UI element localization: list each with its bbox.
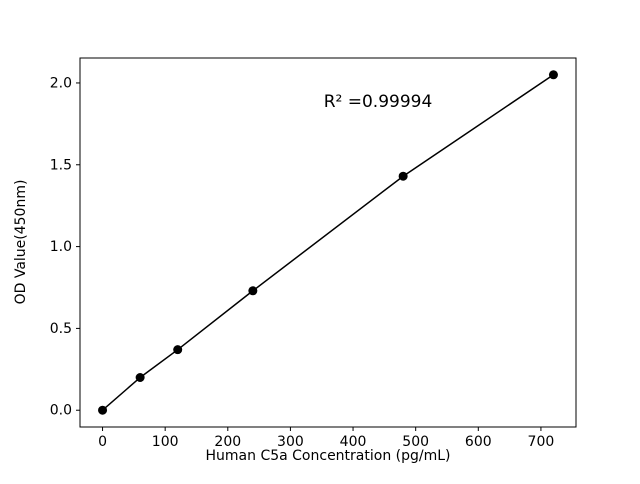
x-tick-label: 100 bbox=[152, 434, 179, 450]
x-tick-label: 200 bbox=[214, 434, 241, 450]
x-tick-label: 400 bbox=[340, 434, 367, 450]
data-point bbox=[135, 373, 145, 382]
trend-line bbox=[102, 74, 554, 411]
y-tick-label: 1.5 bbox=[50, 157, 72, 173]
y-tick-label: 1.0 bbox=[50, 239, 72, 255]
x-tick-label: 700 bbox=[528, 434, 555, 450]
y-tick-label: 2.0 bbox=[50, 75, 72, 91]
data-point bbox=[248, 286, 258, 296]
y-axis-label: OD Value(450nm) bbox=[13, 180, 29, 305]
x-tick-label: 600 bbox=[465, 434, 492, 450]
y-tick-label: 0.0 bbox=[50, 403, 72, 419]
data-point bbox=[548, 70, 558, 80]
y-tick-label: 0.5 bbox=[50, 321, 72, 337]
x-tick-label: 500 bbox=[402, 434, 429, 450]
x-axis-label: Human C5a Concentration (pg/mL) bbox=[206, 448, 451, 464]
data-point bbox=[98, 405, 108, 415]
plot-border bbox=[79, 57, 577, 428]
r-squared-annotation: R² =0.99994 bbox=[324, 92, 433, 112]
x-tick-label: 300 bbox=[277, 434, 304, 450]
data-point bbox=[173, 345, 183, 355]
x-tick-label: 0 bbox=[98, 434, 107, 450]
data-point bbox=[398, 171, 408, 181]
